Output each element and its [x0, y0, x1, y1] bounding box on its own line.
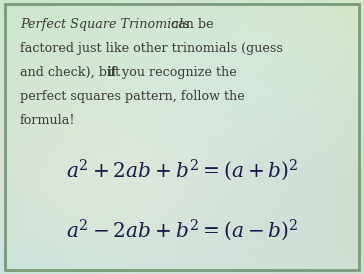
- Text: perfect squares pattern, follow the: perfect squares pattern, follow the: [20, 90, 245, 103]
- Text: formula!: formula!: [20, 114, 75, 127]
- Text: $a^2 + 2ab + b^2 = (a + b)^2$: $a^2 + 2ab + b^2 = (a + b)^2$: [66, 157, 298, 183]
- Text: Perfect Square Trinomials: Perfect Square Trinomials: [20, 18, 190, 31]
- Text: and check), but: and check), but: [20, 66, 124, 79]
- Text: if: if: [106, 66, 116, 79]
- Text: can be: can be: [167, 18, 214, 31]
- Text: factored just like other trinomials (guess: factored just like other trinomials (gue…: [20, 42, 283, 55]
- Text: you recognize the: you recognize the: [118, 66, 237, 79]
- Text: $a^2 - 2ab + b^2 = (a - b)^2$: $a^2 - 2ab + b^2 = (a - b)^2$: [66, 217, 298, 243]
